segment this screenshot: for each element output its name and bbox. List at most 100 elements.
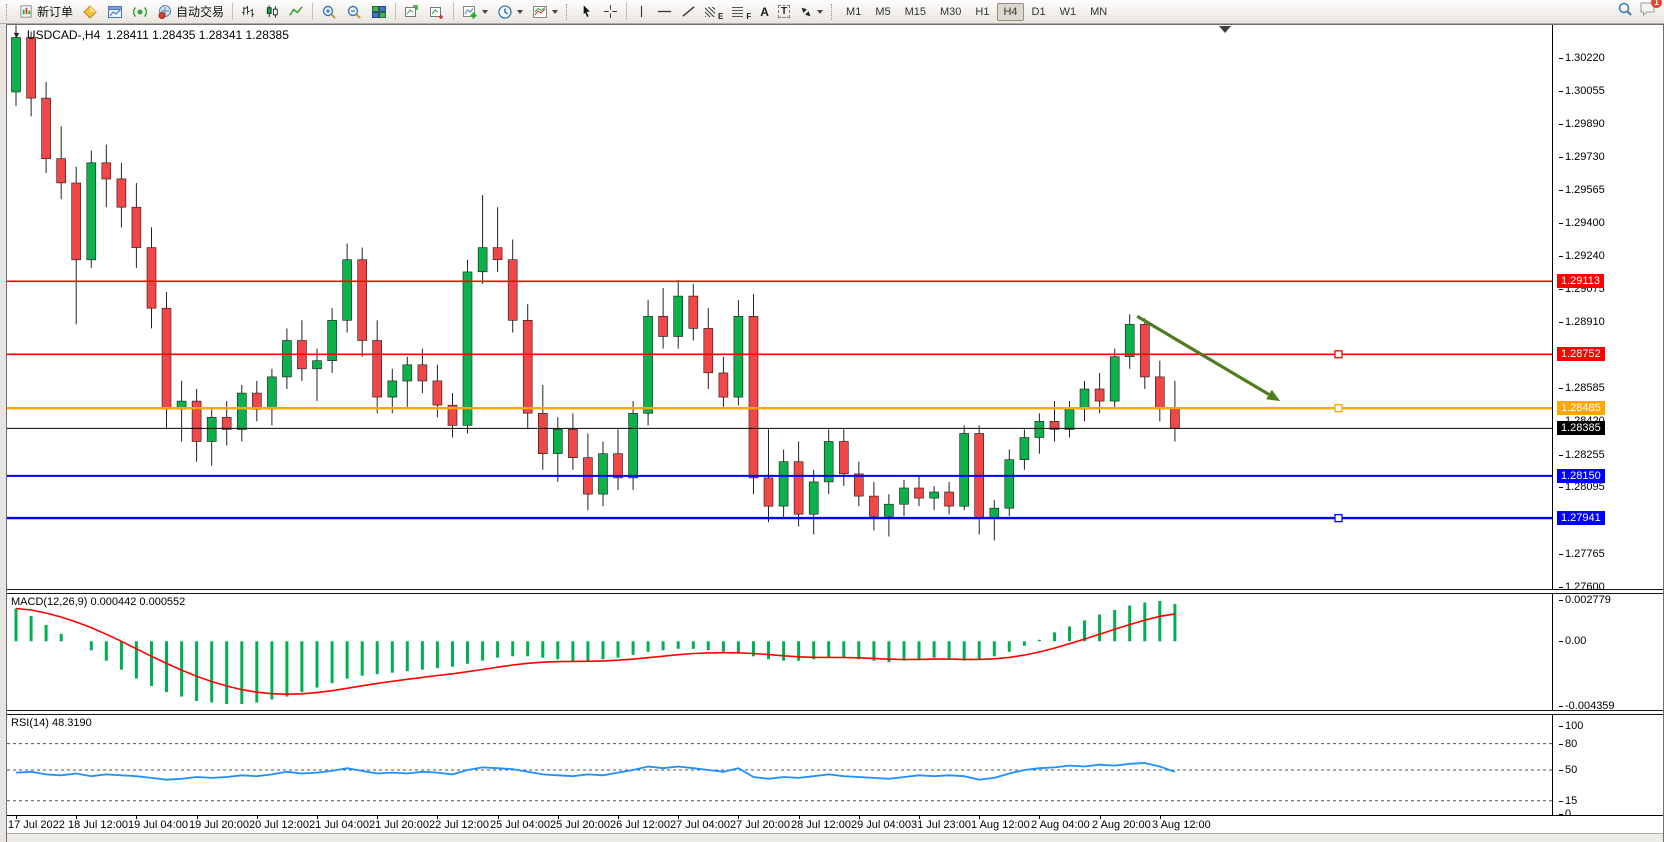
templates-button[interactable] [528, 2, 562, 22]
time-tick [16, 816, 17, 819]
level-line-1.28485[interactable] [7, 404, 1552, 413]
tile-windows-icon [371, 4, 387, 20]
chart-menu-icon[interactable]: ▼ [12, 30, 21, 40]
time-tick [437, 816, 438, 819]
timeframe-button-M1[interactable]: M1 [840, 3, 867, 21]
trendline-tool-button[interactable] [677, 2, 700, 22]
main-chart-pane: ▼ USDCAD-,H4 1.28411 1.28435 1.28341 1.2… [7, 25, 1663, 593]
fibonacci-tool-button[interactable]: F [728, 2, 755, 22]
arrows-icon [799, 5, 813, 19]
timeframe-button-W1[interactable]: W1 [1054, 3, 1083, 21]
equidistant-channel-tool-button[interactable]: E [701, 2, 727, 22]
time-label: 22 Jul 12:00 [429, 819, 489, 831]
timeframe-button-M30[interactable]: M30 [934, 3, 967, 21]
price-tick: 1.29730 [1559, 150, 1605, 164]
period-button[interactable] [493, 2, 527, 22]
timeframe-button-MN[interactable]: MN [1084, 3, 1113, 21]
new-order-button[interactable]: 新订单 [15, 2, 77, 22]
time-label: 19 Jul 20:00 [189, 819, 249, 831]
horizontal-line-tool-button[interactable] [653, 2, 676, 22]
cascade-windows-button[interactable] [400, 2, 424, 22]
macd-plot[interactable] [7, 594, 1552, 710]
time-tick [197, 816, 198, 819]
tile-windows-button[interactable] [367, 2, 391, 22]
search-icon[interactable] [1617, 1, 1633, 22]
timeframe-button-D1[interactable]: D1 [1026, 3, 1052, 21]
tile-vertically-button[interactable] [425, 2, 449, 22]
level-line-1.28752[interactable] [7, 350, 1552, 359]
toolbar-grip[interactable] [566, 3, 571, 20]
timeframe-button-H4[interactable]: H4 [997, 2, 1024, 21]
new-order-label: 新订单 [37, 5, 74, 19]
broadcast-icon [132, 4, 148, 20]
macd-axis[interactable]: 0.002779 0.00 -0.004359 [1552, 594, 1663, 713]
vertical-line-tool-button[interactable] [631, 2, 652, 22]
toolbar-grip[interactable] [6, 3, 11, 20]
text-label-tool-button[interactable]: T [774, 2, 794, 22]
macd-signal-line [15, 607, 1176, 696]
pane-divider[interactable] [7, 710, 1663, 715]
market-watch-button[interactable] [78, 2, 102, 22]
timeframe-group: M1 M5 M15 M30 H1 H4 D1 W1 MN [840, 2, 1113, 21]
time-axis[interactable]: 17 Jul 2022 18 Jul 12:00 19 Jul 04:00 19 Ju… [7, 815, 1663, 833]
time-tick [678, 816, 679, 819]
time-label: 26 Jul 12:00 [610, 819, 670, 831]
bar-chart-icon [241, 4, 256, 19]
crosshair-tool-button[interactable] [599, 2, 622, 22]
channel-letter: E [718, 11, 724, 21]
ohlc-values: 1.28411 1.28435 1.28341 1.28385 [106, 28, 289, 42]
time-label: 18 Jul 12:00 [68, 819, 128, 831]
level-line-1.27941[interactable] [7, 513, 1552, 523]
trend-arrow[interactable] [1136, 314, 1281, 402]
bar-chart-button[interactable] [237, 2, 260, 22]
data-window-button[interactable] [103, 2, 127, 22]
chart-title: ▼ USDCAD-,H4 1.28411 1.28435 1.28341 1.2… [12, 28, 289, 42]
price-axis[interactable]: 1.30220 1.30055 1.29890 1.29730 1.29565 1.294… [1552, 25, 1663, 593]
text-label-icon: T [777, 5, 791, 18]
macd-tick: -0.004359 [1559, 699, 1615, 713]
time-tick [76, 816, 77, 819]
rsi-tick: 0 [1559, 807, 1571, 821]
zoom-out-icon [346, 4, 362, 20]
time-label: 29 Jul 04:00 [851, 819, 911, 831]
line-chart-button[interactable] [285, 2, 308, 22]
broadcast-button[interactable] [128, 2, 152, 22]
auto-trading-label: 自动交易 [176, 5, 225, 19]
toolbar-separator [453, 3, 455, 20]
timeframe-button-H1[interactable]: H1 [969, 3, 995, 21]
time-tick [257, 816, 258, 819]
rsi-tick: 80 [1559, 737, 1577, 751]
horizontal-line-icon [657, 4, 672, 19]
time-tick [618, 816, 619, 819]
add-indicator-button[interactable] [458, 2, 492, 22]
rsi-line [15, 762, 1176, 781]
vertical-line-icon [635, 4, 648, 19]
timeframe-button-M5[interactable]: M5 [869, 3, 896, 21]
time-label: 25 Jul 04:00 [490, 819, 550, 831]
pane-divider[interactable] [7, 589, 1663, 594]
rsi-axis[interactable]: 100 80 50 15 0 [1552, 715, 1663, 820]
rsi-plot[interactable] [7, 715, 1552, 815]
auto-trading-button[interactable]: 自动交易 [153, 2, 228, 22]
time-label: 21 Jul 20:00 [369, 819, 429, 831]
chart-shift-marker[interactable] [1219, 26, 1231, 33]
toolbar-grip[interactable] [831, 3, 836, 20]
zoom-out-button[interactable] [342, 2, 366, 22]
arrows-tool-button[interactable] [795, 2, 827, 22]
dropdown-caret-icon [552, 9, 559, 14]
time-tick [859, 816, 860, 819]
zoom-in-button[interactable] [317, 2, 341, 22]
text-tool-button[interactable]: A [756, 2, 773, 22]
time-label: 27 Jul 20:00 [730, 819, 790, 831]
price-level-badge: 1.28752 [1557, 347, 1605, 361]
time-tick [136, 816, 137, 819]
price-tick: 1.27600 [1559, 580, 1605, 594]
fibonacci-letter: F [746, 11, 752, 21]
notifications-button[interactable]: 1 [1639, 0, 1662, 22]
time-label: 28 Jul 12:00 [791, 819, 851, 831]
price-plot[interactable] [7, 25, 1552, 589]
candlestick-chart-button[interactable] [261, 2, 284, 22]
cursor-tool-button[interactable] [575, 2, 598, 22]
timeframe-button-M15[interactable]: M15 [899, 3, 932, 21]
